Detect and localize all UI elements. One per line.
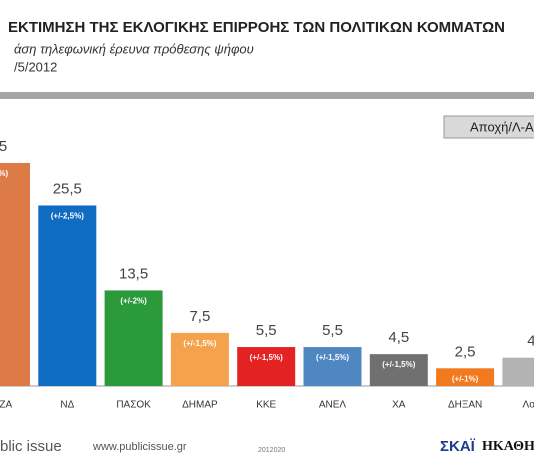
x-tick-label: Λου: [523, 400, 534, 411]
error-label: (+/-1,5%): [250, 353, 283, 362]
error-label: (+/-1,5%): [382, 360, 415, 369]
x-tick-label: ΚΚΕ: [256, 400, 276, 411]
error-label: (+/-2%): [120, 297, 147, 306]
x-tick-label: ΔΗΜΑΡ: [182, 400, 218, 411]
bar: [303, 347, 362, 386]
bar: [237, 347, 296, 386]
legend-box-label: Αποχή/Λ-Α: [470, 119, 534, 134]
chart-subtitle: άση τηλεφωνική έρευνα πρόθεσης ψήφου: [14, 41, 254, 56]
bar: [502, 357, 534, 386]
value-label: ,5: [0, 138, 7, 155]
x-tick-label: ΝΔ: [60, 400, 74, 411]
error-label: 3%): [0, 169, 8, 178]
chart-date: /5/2012: [14, 59, 57, 74]
value-label: 5,5: [322, 322, 343, 339]
value-label: 4,5: [388, 329, 409, 346]
value-label: 13,5: [119, 265, 148, 282]
url: www.publicissue.gr: [92, 441, 187, 453]
bar: [38, 205, 97, 386]
value-label: 2,5: [455, 343, 476, 360]
x-tick-label: ΔΗΞΑΝ: [448, 400, 482, 411]
x-tick-label: ΡΙΖΑ: [0, 400, 12, 411]
x-tick-label: ΠΑΣΟΚ: [116, 400, 151, 411]
separator: [0, 92, 534, 99]
logo: ΣΚΑΪ: [440, 438, 476, 455]
brand: blic issue: [0, 438, 62, 455]
bar: [0, 162, 30, 386]
value-label: 5,5: [256, 322, 277, 339]
value-label: 25,5: [53, 180, 82, 197]
bar: [436, 368, 495, 386]
value-label: 4: [527, 333, 534, 350]
code: 2012020: [258, 447, 285, 454]
x-tick-label: ΧΑ: [392, 400, 406, 411]
error-label: (+/-2,5%): [51, 212, 84, 221]
bar: [104, 290, 163, 386]
error-label: (+/-1,5%): [316, 353, 349, 362]
x-tick-label: ΑΝΕΛ: [319, 400, 347, 411]
bar: [170, 332, 229, 386]
chart-title: ΕΚΤΙΜΗΣΗ ΤΗΣ ΕΚΛΟΓΙΚΗΣ ΕΠΙΡΡΟΗΣ ΤΩΝ ΠΟΛΙ…: [8, 19, 505, 36]
bar: [369, 354, 428, 386]
legend-box: [443, 115, 534, 139]
logo: ΗΚΑΘΗ: [482, 439, 534, 454]
error-label: (+/-1%): [452, 374, 479, 383]
value-label: 7,5: [189, 308, 210, 325]
error-label: (+/-1,5%): [183, 339, 216, 348]
